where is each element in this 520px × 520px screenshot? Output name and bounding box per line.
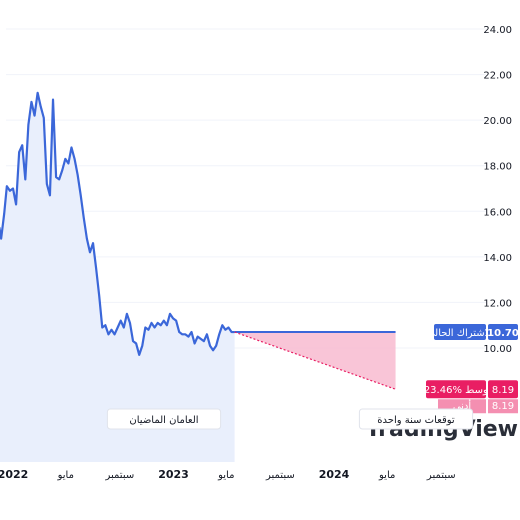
- current-value: 10.70: [487, 328, 519, 339]
- forecast-average-value: 8.19: [492, 385, 514, 396]
- region-label: العامان الماضيان: [106, 408, 222, 430]
- forecast-low-value: 8.19: [492, 401, 514, 412]
- y-tick-label: 22.00: [483, 71, 512, 82]
- y-tick-label: 12.00: [483, 298, 512, 309]
- region-label-bg: [106, 408, 222, 430]
- series-line: [0, 91, 235, 356]
- x-tick-label: مايو: [217, 470, 234, 481]
- history-area: [0, 92, 235, 462]
- forecast-average-bg: [426, 380, 486, 399]
- y-tick-label: 18.00: [483, 162, 512, 173]
- current-label: الاشتراك الحالي: [427, 328, 493, 339]
- forecast-average-value-bg: [488, 380, 518, 399]
- x-tick-label: مايو: [378, 470, 395, 481]
- x-tick-label: سبتمبر: [265, 470, 295, 481]
- y-tick-label: 14.00: [483, 253, 512, 264]
- region-label: توقعات سنة واحدة: [358, 408, 474, 430]
- region-label-text: توقعات سنة واحدة: [377, 415, 455, 426]
- y-tick-label: 24.00: [483, 25, 512, 36]
- region-label-text: العامان الماضيان: [129, 415, 198, 426]
- forecast-average-label: −23.46% متوسط: [415, 385, 496, 396]
- x-tick-label: 2022: [0, 468, 28, 481]
- x-tick-label: سبتمبر: [426, 470, 456, 481]
- y-tick-label: 20.00: [483, 116, 512, 127]
- x-tick-label: سبتمبر: [104, 470, 134, 481]
- current-value-bg: [488, 324, 518, 341]
- y-tick-label: 16.00: [483, 207, 512, 218]
- x-tick-label: مايو: [57, 470, 74, 481]
- x-tick-label: 2024: [319, 468, 350, 481]
- x-tick-label: 2023: [158, 468, 189, 481]
- forecast-low-value-bg: [488, 399, 518, 414]
- region-label-bg: [358, 408, 474, 430]
- y-tick-label: 10.00: [483, 344, 512, 355]
- forecast-average-line: [234, 331, 396, 390]
- current-label-bg: [434, 324, 486, 341]
